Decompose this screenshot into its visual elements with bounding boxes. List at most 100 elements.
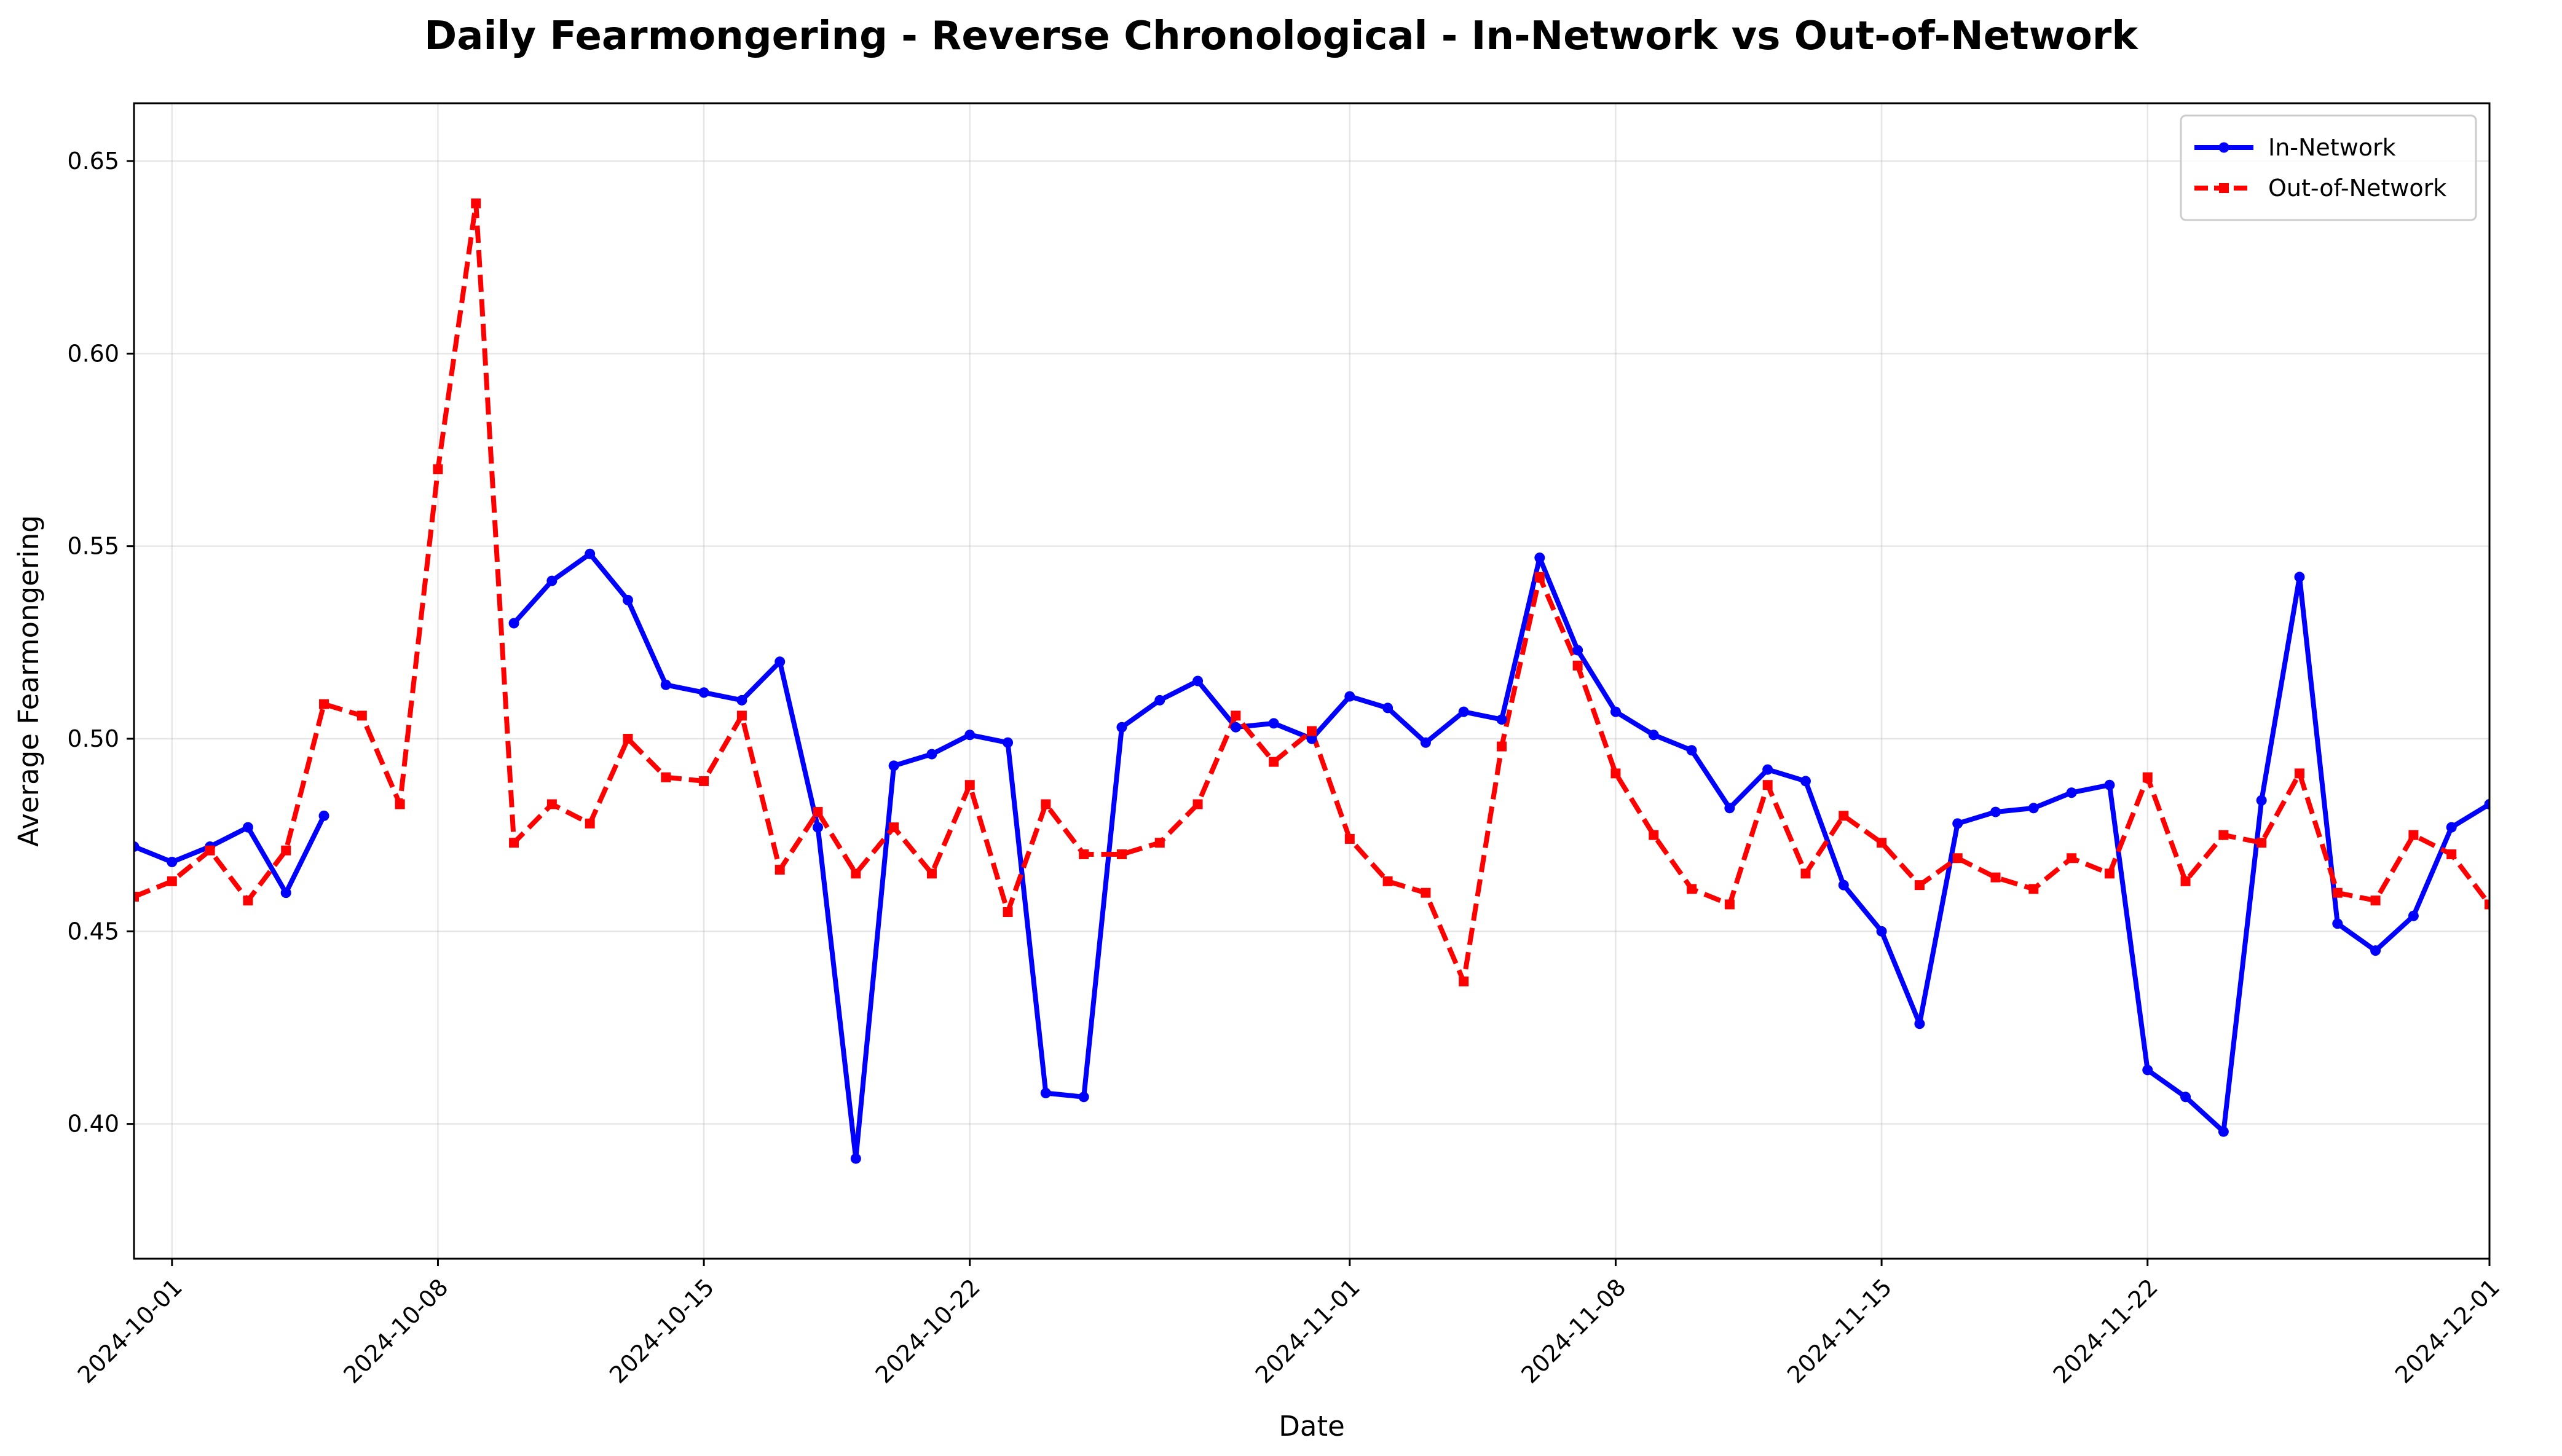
- out-of-network-point: [2485, 899, 2489, 910]
- series-lines: [134, 200, 2489, 1162]
- in-network-point: [1420, 737, 1431, 748]
- out-of-network-point: [357, 710, 367, 721]
- in-network-point: [1686, 745, 1697, 756]
- in-network-point: [1534, 552, 1545, 563]
- out-of-network-legend-label: Out-of-Network: [2268, 175, 2446, 202]
- in-network-point: [1306, 733, 1317, 744]
- out-of-network-point: [775, 865, 785, 875]
- in-network-point: [1003, 737, 1014, 748]
- out-of-network-point: [926, 868, 937, 879]
- out-of-network-point: [1687, 884, 1697, 894]
- x-tick-label: 2024-10-01: [73, 1273, 187, 1388]
- x-tick-label: 2024-10-22: [870, 1273, 985, 1388]
- out-of-network-point: [1839, 811, 1849, 821]
- in-network-line: [512, 551, 2489, 1162]
- in-network-point: [1154, 695, 1165, 706]
- out-of-network-point: [2294, 768, 2304, 779]
- out-of-network-point: [2028, 884, 2039, 894]
- in-network-point: [660, 679, 671, 690]
- in-network-point: [698, 687, 709, 698]
- x-tick-label: 2024-11-15: [1782, 1273, 1897, 1388]
- in-network-line: [134, 814, 326, 895]
- in-network-point: [2066, 787, 2077, 798]
- in-network-point: [1762, 764, 1773, 775]
- in-network-point: [1838, 880, 1849, 891]
- in-network-point: [1610, 706, 1621, 717]
- out-of-network-point: [1459, 976, 1469, 986]
- out-of-network-point: [1231, 710, 1241, 721]
- in-network-point: [1192, 675, 1204, 687]
- out-of-network-point: [1421, 887, 1431, 898]
- out-of-network-point: [1079, 849, 1089, 859]
- y-tick-label: 0.55: [67, 533, 119, 560]
- in-network-point: [1914, 1018, 1925, 1029]
- x-tick-label: 2024-10-08: [338, 1273, 453, 1388]
- out-of-network-point: [851, 868, 861, 879]
- y-tick-label: 0.60: [67, 340, 119, 367]
- out-of-network-point: [1610, 768, 1621, 779]
- out-of-network-point: [1497, 741, 1507, 752]
- out-of-network-point: [2104, 868, 2115, 879]
- out-of-network-point: [1649, 830, 1659, 840]
- out-of-network-point: [1952, 853, 1963, 864]
- in-network-point: [736, 695, 747, 706]
- out-of-network-point: [1800, 868, 1811, 879]
- in-network-point: [813, 822, 824, 833]
- out-of-network-point: [1269, 757, 1279, 767]
- out-of-network-point: [1003, 907, 1013, 917]
- series-markers: [134, 198, 2489, 1164]
- out-of-network-point: [1041, 799, 1051, 809]
- in-network-point: [2294, 572, 2305, 583]
- out-of-network-point: [243, 895, 253, 906]
- in-network-point: [2218, 1126, 2229, 1137]
- out-of-network-point: [134, 891, 139, 902]
- in-network-point: [2028, 803, 2039, 814]
- out-of-network-legend-marker: [2219, 183, 2229, 193]
- out-of-network-point: [889, 822, 899, 833]
- out-of-network-point: [281, 845, 291, 856]
- plot-frame: [133, 102, 2491, 1260]
- out-of-network-point: [585, 818, 595, 828]
- x-axis-ticks: 2024-10-01 2024-10-08 2024-10-15 2024-10-22…: [73, 1259, 2505, 1388]
- out-of-network-point: [623, 734, 633, 744]
- in-network-point: [1230, 722, 1241, 733]
- in-network-point: [2446, 822, 2457, 833]
- out-of-network-point: [471, 198, 481, 208]
- in-network-point: [134, 841, 140, 852]
- in-network-point: [1078, 1092, 1089, 1103]
- out-of-network-point: [2180, 876, 2191, 886]
- in-network-point: [1952, 818, 1963, 829]
- legend: In-Network Out-of-Network: [2180, 114, 2477, 221]
- in-network-point: [318, 810, 329, 821]
- out-of-network-point: [813, 807, 823, 817]
- chart-title: Daily Fearmongering - Reverse Chronologi…: [424, 14, 2138, 59]
- out-of-network-point: [2257, 838, 2267, 848]
- in-network-point: [2484, 799, 2489, 810]
- in-network-point: [1724, 803, 1735, 814]
- out-of-network-point: [433, 464, 443, 474]
- x-tick-label: 2024-11-01: [1250, 1273, 1365, 1388]
- x-axis-label: Date: [1279, 1410, 1345, 1442]
- out-of-network-point: [319, 699, 329, 709]
- out-of-network-point: [167, 876, 177, 886]
- in-network-point: [1458, 706, 1469, 717]
- in-network-point: [964, 730, 976, 741]
- x-tick-label: 2024-11-08: [1516, 1273, 1631, 1388]
- out-of-network-point: [2218, 830, 2229, 840]
- in-network-point: [2104, 779, 2115, 790]
- out-of-network-point: [546, 799, 557, 809]
- out-of-network-point: [1990, 872, 2001, 883]
- in-network-point: [850, 1153, 861, 1164]
- in-network-point: [1268, 718, 1279, 729]
- in-network-point: [1040, 1088, 1051, 1099]
- in-network-point: [546, 575, 558, 586]
- in-network-point: [2408, 910, 2419, 921]
- out-of-network-point: [1382, 876, 1393, 886]
- out-of-network-point: [1344, 833, 1355, 844]
- out-of-network-point: [1192, 799, 1203, 809]
- out-of-network-point: [2067, 853, 2077, 864]
- in-network-point: [1800, 776, 1811, 787]
- in-network-legend-label: In-Network: [2268, 134, 2396, 161]
